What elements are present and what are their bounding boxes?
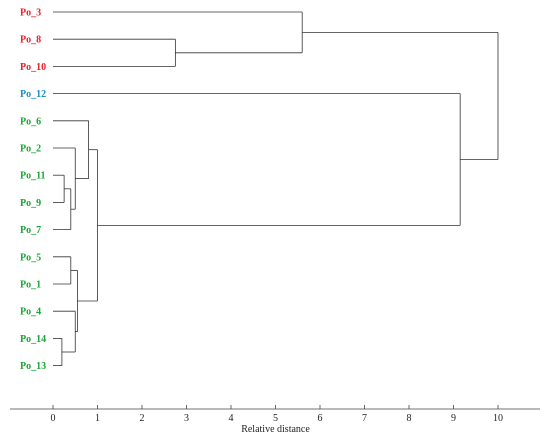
- leaf-label-po-6: Po_6: [20, 116, 41, 127]
- leaf-label-po-4: Po_4: [20, 307, 41, 318]
- dendrogram-branches: [53, 11, 499, 367]
- x-tick-label-9: 9: [451, 413, 456, 424]
- x-tick-label-1: 1: [95, 413, 100, 424]
- leaf-label-po-3: Po_3: [20, 8, 41, 19]
- leaf-label-po-10: Po_10: [20, 62, 46, 73]
- x-tick-label-2: 2: [140, 413, 145, 424]
- x-tick-label-7: 7: [362, 413, 367, 424]
- x-axis-title: Relative distance: [241, 424, 310, 435]
- leaf-label-po-13: Po_13: [20, 361, 46, 372]
- x-tick-label-4: 4: [229, 413, 234, 424]
- x-axis: 0 1 2 3 4 5 6 7 8 9 10 Relative distance: [10, 405, 540, 435]
- x-tick-label-0: 0: [51, 413, 56, 424]
- x-tick-label-5: 5: [273, 413, 278, 424]
- leaf-label-po-12: Po_12: [20, 89, 46, 100]
- leaf-label-po-9: Po_9: [20, 198, 41, 209]
- x-tick-label-10: 10: [493, 413, 503, 424]
- leaf-label-po-14: Po_14: [20, 334, 46, 345]
- leaf-labels: Po_3 Po_8 Po_10 Po_12 Po_6 Po_2 Po_11 Po_9 Po_7 P…: [20, 8, 46, 373]
- leaf-label-po-5: Po_5: [20, 252, 41, 263]
- x-tick-label-6: 6: [318, 413, 323, 424]
- leaf-label-po-8: Po_8: [20, 35, 41, 46]
- x-tick-label-3: 3: [184, 413, 189, 424]
- leaf-label-po-11: Po_11: [20, 171, 46, 182]
- x-tick-label-8: 8: [407, 413, 412, 424]
- leaf-label-po-7: Po_7: [20, 225, 41, 236]
- leaf-label-po-2: Po_2: [20, 144, 41, 155]
- leaf-label-po-1: Po_1: [20, 280, 41, 291]
- x-axis-ticks: 0 1 2 3 4 5 6 7 8 9 10: [51, 405, 503, 424]
